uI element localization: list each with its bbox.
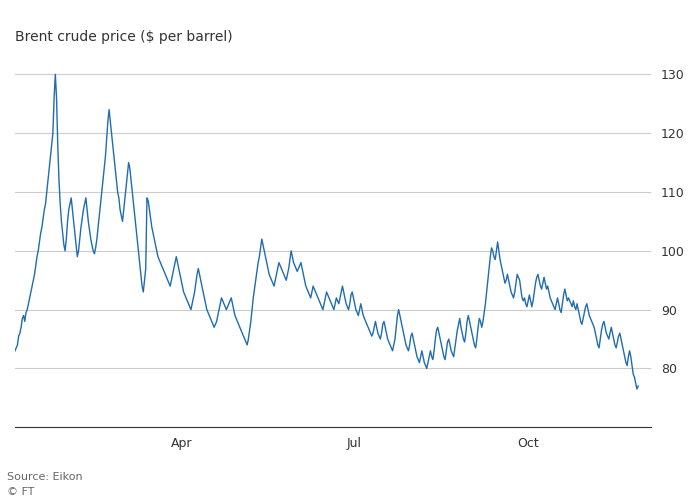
Text: Brent crude price ($ per barrel): Brent crude price ($ per barrel) (15, 30, 232, 44)
Text: Source: Eikon: Source: Eikon (7, 472, 83, 482)
Text: © FT: © FT (7, 487, 34, 497)
